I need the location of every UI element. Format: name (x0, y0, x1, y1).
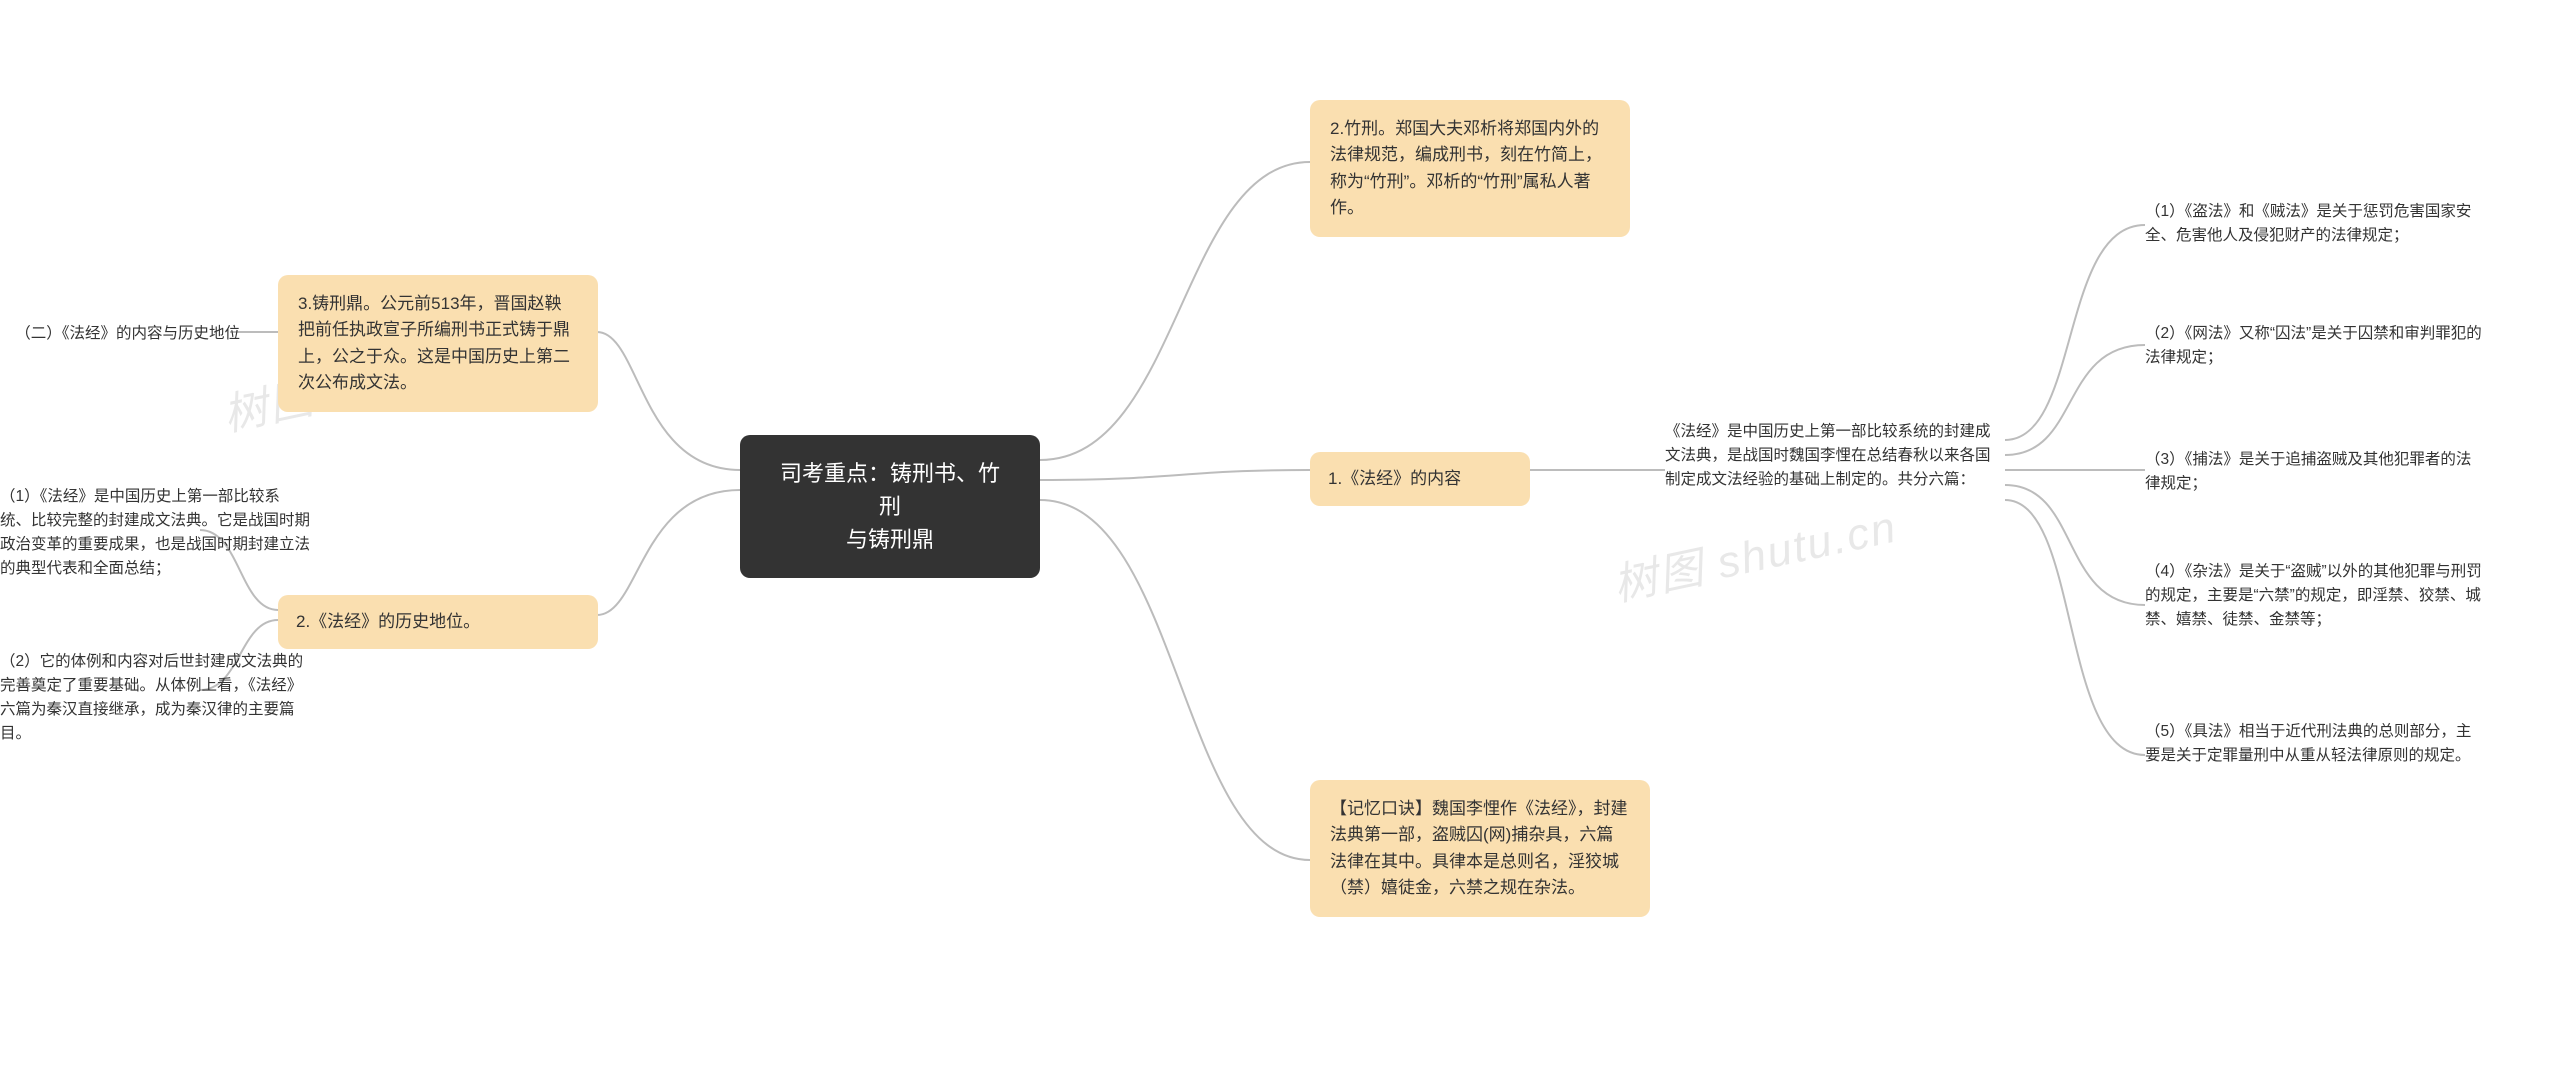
left-node-2-label: 2.《法经》的历史地位。 (278, 595, 598, 649)
left-node-3-text: 3.铸刑鼎。公元前513年，晋国赵鞅把前任执政宣子所编刑书正式铸于鼎上，公之于众… (298, 294, 570, 392)
right-node-1-c5: （5）《具法》相当于近代刑法典的总则部分，主要是关于定罪量刑中从重从轻法律原则的… (2145, 720, 2485, 768)
left-item2-label: （二）《法经》的内容与历史地位 (0, 322, 240, 346)
right-node-2: 2.竹刑。郑国大夫邓析将郑国内外的法律规范，编成刑书，刻在竹简上，称为“竹刑”。… (1310, 100, 1630, 237)
left-node-2-c2: （2）它的体例和内容对后世封建成文法典的完善奠定了重要基础。从体例上看，《法经》… (0, 650, 310, 746)
right-node-1-c3: （3）《捕法》是关于追捕盗贼及其他犯罪者的法律规定； (2145, 448, 2485, 496)
right-node-1-c1: （1）《盗法》和《贼法》是关于惩罚危害国家安全、危害他人及侵犯财产的法律规定； (2145, 200, 2485, 248)
right-node-1-c2: （2）《网法》又称“囚法”是关于囚禁和审判罪犯的法律规定； (2145, 322, 2485, 370)
center-title-line2: 与铸刑鼎 (770, 523, 1010, 556)
right-node-1-desc: 《法经》是中国历史上第一部比较系统的封建成文法典，是战国时魏国李悝在总结春秋以来… (1665, 420, 2005, 492)
watermark-2: 树图 shutu.cn (1606, 491, 1902, 614)
mindmap-edges (0, 0, 2560, 1069)
right-node-1-label: 1.《法经》的内容 (1310, 452, 1530, 506)
right-node-1-c4: （4）《杂法》是关于“盗贼”以外的其他犯罪与刑罚的规定，主要是“六禁”的规定，即… (2145, 560, 2485, 632)
center-title-line1: 司考重点：铸刑书、竹刑 (770, 457, 1010, 523)
left-node-2-c1: （1）《法经》是中国历史上第一部比较系统、比较完整的封建成文法典。它是战国时期政… (0, 485, 310, 581)
left-node-3: 3.铸刑鼎。公元前513年，晋国赵鞅把前任执政宣子所编刑书正式铸于鼎上，公之于众… (278, 275, 598, 412)
right-mnemonic: 【记忆口诀】魏国李悝作《法经》，封建法典第一部，盗贼囚(网)捕杂具，六篇法律在其… (1310, 780, 1650, 917)
center-node: 司考重点：铸刑书、竹刑 与铸刑鼎 (740, 435, 1040, 578)
